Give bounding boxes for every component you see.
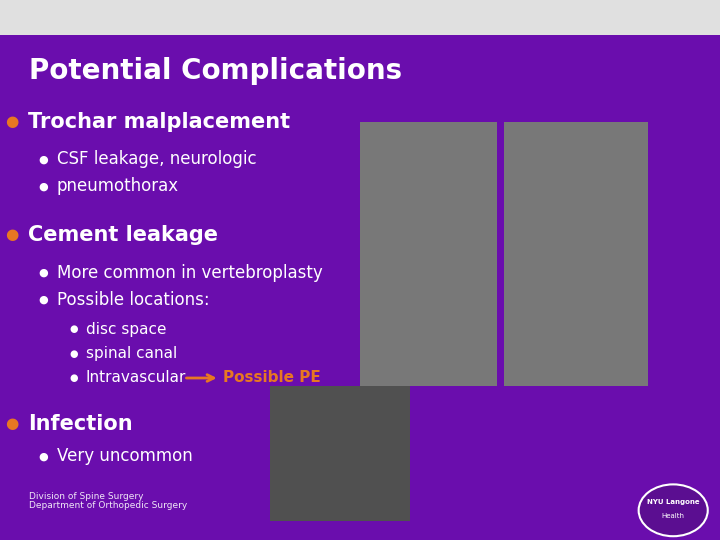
- Text: spinal canal: spinal canal: [86, 346, 177, 361]
- Text: ●: ●: [70, 349, 78, 359]
- Bar: [504, 122, 648, 386]
- Text: disc space: disc space: [86, 322, 166, 337]
- Text: ●: ●: [38, 451, 48, 461]
- Text: Department of Orthopedic Surgery: Department of Orthopedic Surgery: [29, 501, 187, 510]
- Text: ●: ●: [70, 325, 78, 334]
- Text: Division of Spine Surgery: Division of Spine Surgery: [29, 491, 143, 501]
- Text: More common in vertebroplasty: More common in vertebroplasty: [57, 264, 323, 282]
- Text: Intravascular: Intravascular: [86, 370, 186, 386]
- Text: ●: ●: [38, 268, 48, 278]
- Text: Possible PE: Possible PE: [223, 370, 321, 386]
- Text: Trochar malplacement: Trochar malplacement: [28, 111, 290, 132]
- Text: pneumothorax: pneumothorax: [57, 177, 179, 195]
- Bar: [360, 122, 497, 386]
- Text: Potential Complications: Potential Complications: [29, 57, 402, 85]
- Bar: [0, 0, 720, 35]
- Text: ●: ●: [5, 227, 18, 242]
- Text: ●: ●: [5, 114, 18, 129]
- Text: CSF leakage, neurologic: CSF leakage, neurologic: [57, 150, 256, 168]
- Text: ●: ●: [38, 295, 48, 305]
- Text: ●: ●: [38, 154, 48, 164]
- Text: Very uncommon: Very uncommon: [57, 447, 193, 465]
- Bar: [270, 386, 410, 521]
- Text: Health: Health: [662, 512, 685, 519]
- Text: ●: ●: [70, 373, 78, 383]
- Circle shape: [639, 484, 708, 536]
- Text: NYU Langone: NYU Langone: [647, 499, 700, 505]
- Text: Infection: Infection: [28, 414, 132, 434]
- Text: Cement leakage: Cement leakage: [28, 225, 218, 245]
- Text: Possible locations:: Possible locations:: [57, 291, 210, 309]
- Text: ●: ●: [5, 416, 18, 431]
- Text: ●: ●: [38, 181, 48, 191]
